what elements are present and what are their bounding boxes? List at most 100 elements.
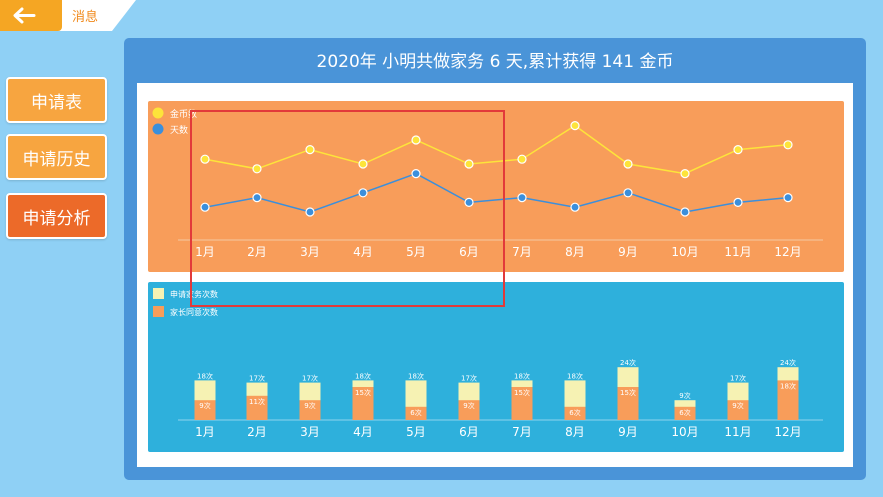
x-tick-label: 6月 <box>459 425 479 439</box>
x-tick-label: 4月 <box>353 245 373 259</box>
data-label-applied: 18次 <box>514 371 530 380</box>
x-tick-label: 11月 <box>724 425 751 439</box>
data-label-approved: 6次 <box>679 408 690 417</box>
bar-approved-8 <box>564 406 586 420</box>
legend-swatch-1 <box>153 288 164 299</box>
data-point-1-6 <box>464 159 474 169</box>
data-point-2-12 <box>783 192 793 203</box>
data-point-2-5 <box>411 168 421 179</box>
data-point-2-2 <box>252 192 262 203</box>
data-point-2-7 <box>517 192 527 203</box>
data-label-applied: 24次 <box>780 358 796 367</box>
bar-approved-9 <box>617 387 639 420</box>
data-point-2-11 <box>733 197 743 208</box>
x-tick-label: 2月 <box>247 245 267 259</box>
x-tick-label: 8月 <box>565 245 585 259</box>
x-tick-label: 9月 <box>618 245 638 259</box>
data-point-1-3 <box>305 144 315 155</box>
x-tick-label: 7月 <box>512 245 532 259</box>
x-tick-label: 3月 <box>300 245 320 259</box>
data-label-approved: 15次 <box>620 388 636 397</box>
panel-title: 2020年 小明共做家务 6 天,累计获得 141 金币 <box>316 52 674 72</box>
x-tick-label: 10月 <box>671 425 698 439</box>
data-label-approved: 9次 <box>304 401 315 410</box>
data-point-1-2 <box>252 164 262 174</box>
x-tick-label: 12月 <box>774 245 801 259</box>
bar-approved-7 <box>511 387 533 420</box>
data-point-2-3 <box>305 207 315 217</box>
data-label-applied: 17次 <box>302 374 318 383</box>
data-label-applied: 17次 <box>461 374 477 383</box>
x-tick-label: 8月 <box>565 425 585 439</box>
data-point-2-10 <box>680 207 690 217</box>
bar-approved-12 <box>777 380 799 420</box>
legend-swatch-2 <box>153 306 164 317</box>
data-point-1-5 <box>411 135 421 145</box>
data-label-approved: 11次 <box>249 397 265 406</box>
x-tick-label: 1月 <box>195 425 215 439</box>
back-button[interactable] <box>0 0 62 31</box>
bar-approved-2 <box>246 395 268 420</box>
x-tick-label: 10月 <box>671 245 698 259</box>
legend-label-1: 金币数 <box>170 108 197 120</box>
data-label-approved: 6次 <box>410 408 421 417</box>
x-tick-label: 6月 <box>459 245 479 259</box>
line-chart-card: 金币数天数 1月 2月 3月 4月 5月 6月 7月 8月 9月 10月 11月 12月 <box>148 101 844 272</box>
data-point-2-9 <box>623 188 633 198</box>
data-label-approved: 18次 <box>780 381 796 390</box>
x-tick-label: 11月 <box>724 245 751 259</box>
bar-chart-card: 申请家务次数 家长同意次数 18次 9次 1月 17次 11次 2月 17次 9次 3月 18次 15次… <box>148 282 844 452</box>
data-label-approved: 9次 <box>199 401 210 410</box>
x-tick-label: 2月 <box>247 425 267 439</box>
sidebar-item-application-history[interactable]: 申请历史 <box>6 134 107 180</box>
legend-marker-2 <box>152 123 164 135</box>
messages-tab[interactable]: 消息 <box>50 0 136 31</box>
bar-approved-6 <box>458 400 480 420</box>
legend-label-1: 申请家务次数 <box>170 289 218 299</box>
data-label-applied: 9次 <box>679 391 690 400</box>
bar-approved-10 <box>674 406 696 420</box>
sidebar-item-application-form[interactable]: 申请表 <box>6 77 107 123</box>
data-point-1-11 <box>733 144 743 155</box>
data-label-approved: 9次 <box>463 401 474 410</box>
bar-approved-1 <box>194 400 216 420</box>
data-point-2-1 <box>200 202 210 212</box>
data-point-2-6 <box>464 197 474 208</box>
arrow-left-icon <box>13 7 36 24</box>
x-tick-label: 5月 <box>406 425 426 439</box>
data-label-applied: 18次 <box>197 371 213 380</box>
series-line-2 <box>204 172 789 213</box>
data-point-1-7 <box>517 154 527 164</box>
data-point-2-8 <box>570 202 580 212</box>
sidebar-item-application-analysis[interactable]: 申请分析 <box>6 193 107 239</box>
legend-marker-1 <box>152 107 164 119</box>
messages-tab-shape <box>50 0 136 31</box>
legend-label-2: 家长同意次数 <box>170 307 218 317</box>
data-label-applied: 24次 <box>620 358 636 367</box>
x-tick-label: 1月 <box>195 245 215 259</box>
bar-approved-4 <box>352 387 374 420</box>
top-bar: 消息 <box>0 0 136 31</box>
data-label-approved: 9次 <box>732 401 743 410</box>
data-point-1-9 <box>623 159 633 169</box>
series-line-1 <box>204 124 789 175</box>
legend-label-2: 天数 <box>170 124 188 136</box>
data-label-approved: 6次 <box>569 408 580 417</box>
data-point-1-12 <box>783 140 793 150</box>
x-tick-label: 12月 <box>774 425 801 439</box>
data-point-1-8 <box>570 121 580 131</box>
data-label-applied: 18次 <box>355 371 371 380</box>
bar-approved-3 <box>299 400 321 420</box>
data-point-1-1 <box>200 154 210 164</box>
x-tick-label: 4月 <box>353 425 373 439</box>
data-point-1-4 <box>358 159 368 169</box>
data-point-1-10 <box>680 168 690 179</box>
x-tick-label: 7月 <box>512 425 532 439</box>
messages-tab-label: 消息 <box>72 10 99 25</box>
data-label-approved: 15次 <box>514 388 530 397</box>
x-tick-label: 5月 <box>406 245 426 259</box>
x-tick-label: 3月 <box>300 425 320 439</box>
data-label-approved: 15次 <box>355 388 371 397</box>
